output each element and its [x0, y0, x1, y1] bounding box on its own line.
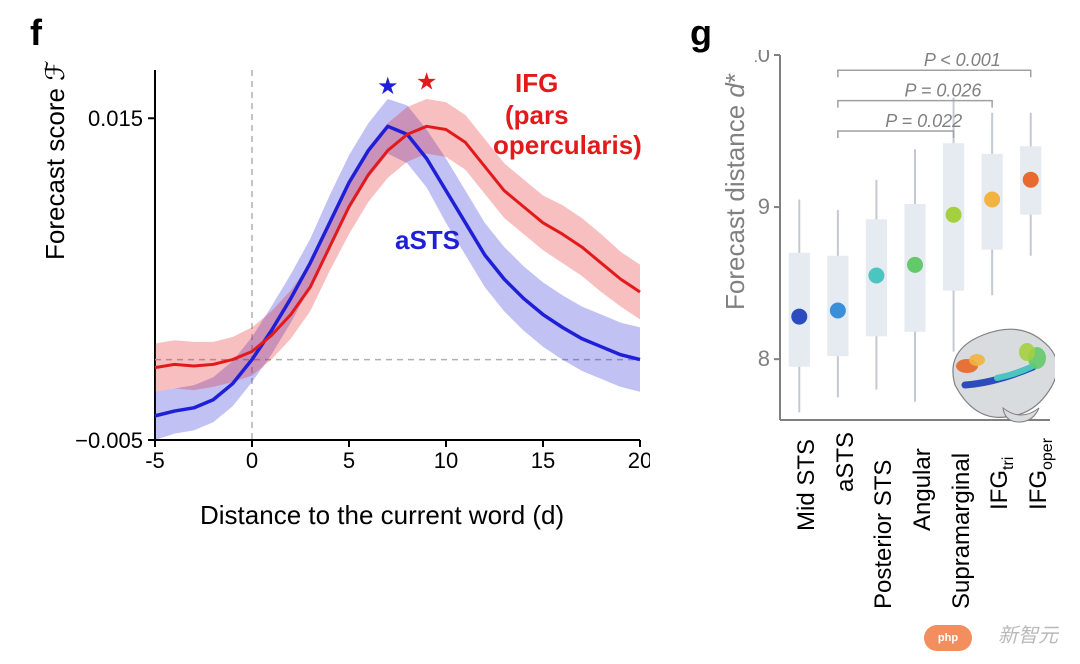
svg-text:P = 0.022: P = 0.022 [885, 111, 962, 131]
panel-f-xlabel: Distance to the current word (d) [200, 500, 564, 531]
svg-text:-5: -5 [145, 448, 165, 470]
panel-f-ylabel: Forecast score ℱ [40, 60, 71, 260]
svg-text:★: ★ [416, 68, 438, 95]
panel-f-label: f [30, 12, 42, 54]
svg-text:10: 10 [434, 448, 458, 470]
panel-f-chart: -5 0 5 10 15 20 ★ ★ [120, 50, 650, 470]
series-asts-label: aSTS [395, 225, 460, 256]
panel-g-chart: 8 9 10 P = 0.022 P = 0.026 P < 0.001 [755, 50, 1055, 430]
panel-g-xtick: Mid STS [793, 439, 821, 531]
series-ifg-label-1: IFG [515, 68, 558, 99]
svg-text:15: 15 [531, 448, 555, 470]
series-ifg-label-2: (pars [505, 100, 569, 131]
panel-g-xtick: Angular [909, 448, 937, 531]
svg-text:9: 9 [758, 194, 770, 219]
panel-g-xtick: aSTS [832, 432, 860, 492]
svg-text:P = 0.026: P = 0.026 [905, 81, 983, 101]
svg-text:5: 5 [343, 448, 355, 470]
svg-text:8: 8 [758, 346, 770, 371]
panel-g-xtick: IFGoper [1025, 438, 1057, 510]
series-ifg-label-3: opercularis) [493, 130, 642, 161]
svg-text:10: 10 [755, 50, 770, 67]
panel-g-xtick: Supramarginal [948, 453, 976, 609]
panel-g-label: g [690, 12, 712, 54]
panel-f-ytick: 0.015 [73, 106, 143, 132]
panel-g-xtick: Posterior STS [870, 460, 898, 609]
watermark-text: 新智元 [998, 619, 1058, 648]
watermark-logo: php [924, 625, 972, 651]
svg-text:0: 0 [246, 448, 258, 470]
svg-text:20: 20 [628, 448, 650, 470]
panel-g-ylabel: Forecast distance d* [720, 73, 751, 310]
panel-g-svg: 8 9 10 P = 0.022 P = 0.026 P < 0.001 [755, 50, 1055, 430]
panel-g-xtick: IFGtri [986, 457, 1018, 510]
svg-text:★: ★ [377, 73, 399, 100]
panel-f-svg: -5 0 5 10 15 20 ★ ★ [120, 50, 650, 470]
panel-f-ytick: −0.005 [73, 428, 143, 454]
svg-text:P < 0.001: P < 0.001 [924, 50, 1001, 70]
